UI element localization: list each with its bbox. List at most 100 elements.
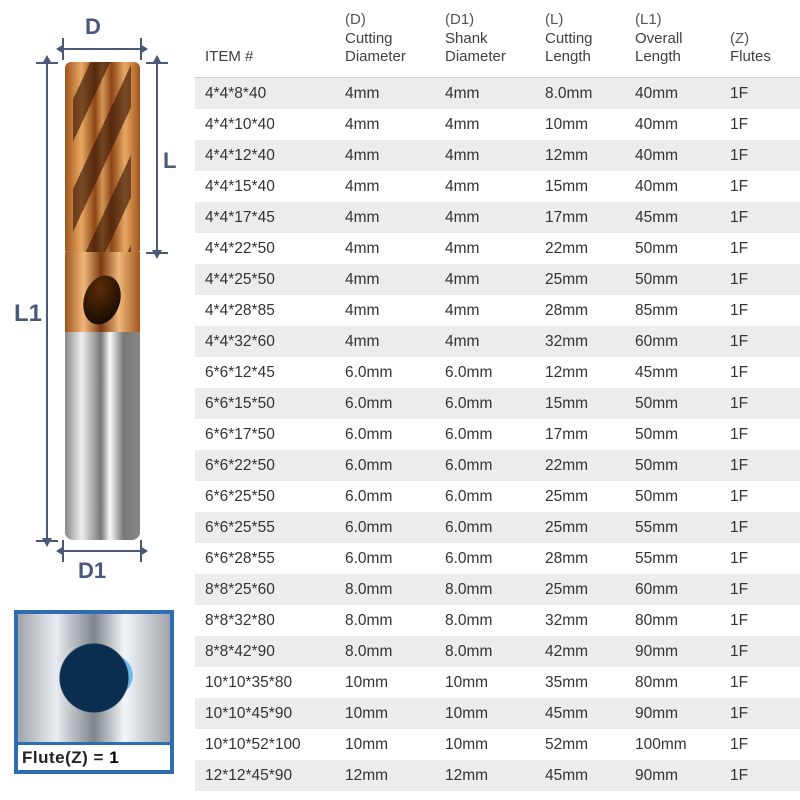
flute-caption: Flute(Z) = 1 [18,742,170,770]
cell-shank-diameter: 8.0mm [435,581,535,599]
cell-overall-length: 60mm [625,581,720,599]
cell-item: 6*6*22*50 [195,457,335,475]
cell-shank-diameter: 4mm [435,116,535,134]
cell-flutes: 1F [720,240,795,258]
cell-overall-length: 40mm [625,178,720,196]
table-row: 12*12*45*9012mm12mm45mm90mm1F [195,760,800,791]
cell-item: 6*6*12*45 [195,364,335,382]
cell-overall-length: 80mm [625,674,720,692]
cell-cutting-length: 22mm [535,240,625,258]
table-body: 4*4*8*404mm4mm8.0mm40mm1F4*4*10*404mm4mm… [195,78,800,800]
cell-item: 4*4*28*85 [195,302,335,320]
dim-label-L1: L1 [14,300,42,328]
dim-label-L: L [163,148,176,174]
cell-flutes: 1F [720,395,795,413]
cell-cutting-diameter: 4mm [335,209,435,227]
cell-flutes: 1F [720,488,795,506]
cell-shank-diameter: 6.0mm [435,457,535,475]
flute-caption-prefix: Flute(Z) = [22,748,109,767]
cell-flutes: 1F [720,85,795,103]
cell-cutting-length: 45mm [535,767,625,785]
cell-flutes: 1F [720,271,795,289]
table-row: 4*4*8*404mm4mm8.0mm40mm1F [195,78,800,109]
cell-cutting-length: 8.0mm [535,85,625,103]
cell-item: 4*4*8*40 [195,85,335,103]
col-header-flutes: (Z) Flutes [720,30,795,68]
col-header-l-l1: (L) [545,11,621,30]
cell-cutting-length: 25mm [535,488,625,506]
dimension-arrow-L1 [46,62,48,540]
cell-shank-diameter: 6.0mm [435,550,535,568]
cell-overall-length: 100mm [625,736,720,754]
cell-flutes: 1F [720,550,795,568]
cell-overall-length: 85mm [625,302,720,320]
col-header-d-l1: (D) [345,11,431,30]
cell-shank-diameter: 6.0mm [435,364,535,382]
cell-shank-diameter: 8.0mm [435,612,535,630]
cell-cutting-length: 32mm [535,612,625,630]
table-row: 4*4*22*504mm4mm22mm50mm1F [195,233,800,264]
cell-cutting-diameter: 6.0mm [335,426,435,444]
col-header-l1-l1: (L1) [635,11,716,30]
col-header-l1-l2: Overall [635,30,716,49]
col-header-item: ITEM # [195,48,335,67]
cell-overall-length: 50mm [625,271,720,289]
cell-cutting-length: 22mm [535,457,625,475]
cell-cutting-diameter: 4mm [335,302,435,320]
dim-label-D: D [85,14,101,40]
cell-cutting-diameter: 8.0mm [335,643,435,661]
cell-cutting-diameter: 4mm [335,85,435,103]
table-row: 6*6*15*506.0mm6.0mm15mm50mm1F [195,388,800,419]
cell-item: 4*4*12*40 [195,147,335,165]
table-row: 6*6*12*456.0mm6.0mm12mm45mm1F [195,357,800,388]
col-header-item-l2: ITEM # [205,48,331,67]
endmill-dimension-diagram: D L L1 D1 [0,0,195,590]
cell-flutes: 1F [720,612,795,630]
table-row: 4*4*32*604mm4mm32mm60mm1F [195,326,800,357]
cell-shank-diameter: 4mm [435,240,535,258]
cell-item: 4*4*10*40 [195,116,335,134]
cell-shank-diameter: 4mm [435,147,535,165]
cell-cutting-length: 45mm [535,705,625,723]
cell-cutting-diameter: 6.0mm [335,457,435,475]
cell-cutting-diameter: 6.0mm [335,364,435,382]
cell-item: 6*6*25*55 [195,519,335,537]
cell-shank-diameter: 10mm [435,705,535,723]
cell-item: 6*6*25*50 [195,488,335,506]
cell-cutting-diameter: 6.0mm [335,395,435,413]
table-row: 6*6*17*506.0mm6.0mm17mm50mm1F [195,419,800,450]
col-header-shank-diameter: (D1) Shank Diameter [435,11,535,67]
cell-flutes: 1F [720,116,795,134]
cell-flutes: 1F [720,581,795,599]
cell-flutes: 1F [720,519,795,537]
table-row: 10*10*35*8010mm10mm35mm80mm1F [195,667,800,698]
cell-shank-diameter: 10mm [435,736,535,754]
col-header-d-l3: Diameter [345,48,431,67]
cell-cutting-diameter: 8.0mm [335,581,435,599]
table-row: 4*4*17*454mm4mm17mm45mm1F [195,202,800,233]
col-header-d1-l1: (D1) [445,11,531,30]
cell-overall-length: 50mm [625,240,720,258]
cell-shank-diameter: 4mm [435,302,535,320]
cell-overall-length: 50mm [625,395,720,413]
table-row: 4*4*28*854mm4mm28mm85mm1F [195,295,800,326]
cell-cutting-diameter: 6.0mm [335,550,435,568]
col-header-l1-l3: Length [635,48,716,67]
cell-cutting-length: 15mm [535,178,625,196]
cell-overall-length: 55mm [625,519,720,537]
table-row: 4*4*25*504mm4mm25mm50mm1F [195,264,800,295]
table-row: 4*4*15*404mm4mm15mm40mm1F [195,171,800,202]
cell-item: 10*10*35*80 [195,674,335,692]
cell-cutting-length: 28mm [535,550,625,568]
table-row: 10*10*52*10010mm10mm52mm100mm1F [195,729,800,760]
cell-item: 8*8*25*60 [195,581,335,599]
cell-cutting-length: 42mm [535,643,625,661]
col-header-d1-l3: Diameter [445,48,531,67]
cell-cutting-length: 25mm [535,519,625,537]
table-row: 8*8*32*808.0mm8.0mm32mm80mm1F [195,605,800,636]
cell-overall-length: 45mm [625,364,720,382]
cell-cutting-length: 25mm [535,271,625,289]
dimension-arrow-D1 [62,550,142,552]
cell-cutting-diameter: 8.0mm [335,612,435,630]
cell-cutting-diameter: 4mm [335,271,435,289]
